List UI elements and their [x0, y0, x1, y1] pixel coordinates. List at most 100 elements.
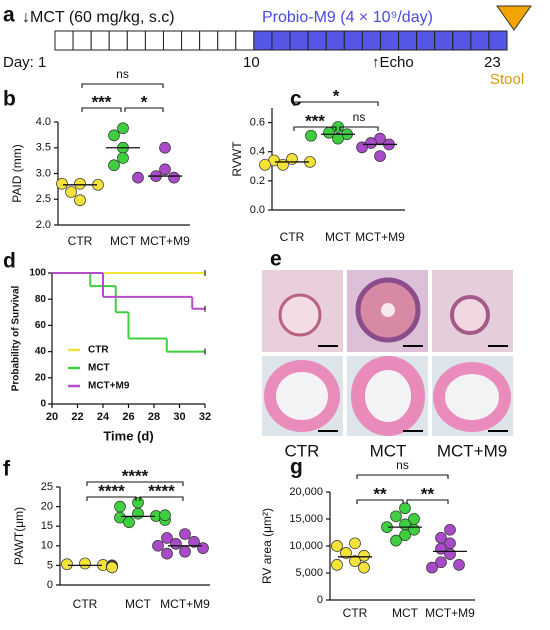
- data-point: [170, 537, 182, 550]
- data-point: [179, 545, 191, 558]
- image-label: MCT+M9: [437, 441, 507, 460]
- data-point: [117, 122, 129, 135]
- data-point: [332, 132, 344, 145]
- data-point: [444, 548, 456, 560]
- significance-label: **: [373, 484, 387, 503]
- data-point: [106, 561, 118, 574]
- x-tick-label: MCT: [392, 606, 419, 620]
- x-tick-label: 30: [173, 411, 185, 423]
- panel-letter: d: [3, 250, 16, 273]
- y-tick-label: 15,000: [289, 513, 323, 525]
- data-point: [426, 561, 438, 574]
- heart-section: [351, 356, 425, 436]
- timeline-day: [108, 30, 128, 51]
- significance-label: ****: [148, 481, 175, 500]
- significance-label: ****: [98, 481, 125, 500]
- y-tick-label: 5: [47, 559, 53, 571]
- data-point: [79, 557, 91, 570]
- timeline-day: [144, 30, 164, 51]
- x-tick-label: 28: [148, 411, 160, 423]
- panel-letter: e: [270, 248, 282, 271]
- y-tick-label: 60: [35, 320, 47, 331]
- y-tick-label: 25: [41, 481, 53, 493]
- comparison-bracket: [139, 496, 184, 501]
- data-point: [161, 547, 173, 560]
- x-tick-label: 20: [46, 411, 58, 423]
- timeline-day: [72, 30, 92, 51]
- x-tick-label: MCT: [110, 234, 137, 248]
- data-point: [453, 559, 465, 571]
- data-point: [114, 500, 126, 513]
- y-axis-label: RV area (μm²): [260, 508, 274, 584]
- y-axis-label: Probability of Survival: [11, 285, 22, 391]
- y-tick-label: 5,000: [295, 567, 323, 579]
- timeline-day: [470, 30, 490, 51]
- significance-label: ns: [353, 110, 366, 124]
- x-tick-label: 22: [71, 411, 83, 423]
- significance-label: **: [421, 484, 435, 503]
- x-axis-label: Time (d): [103, 428, 153, 443]
- data-point: [197, 542, 209, 555]
- data-point: [56, 177, 68, 190]
- y-tick-label: 2.5: [36, 193, 51, 205]
- y-tick-label: 0: [40, 399, 46, 410]
- data-point: [358, 549, 370, 562]
- data-point: [159, 509, 171, 522]
- comparison-bracket: [124, 107, 164, 112]
- data-point: [340, 547, 352, 559]
- data-point: [132, 171, 144, 184]
- comparison-bracket: [356, 474, 449, 479]
- y-tick-label: 0.4: [250, 146, 265, 158]
- y-tick-label: 3.5: [36, 142, 51, 154]
- significance-label: *: [333, 86, 340, 105]
- comparison-bracket: [406, 499, 449, 504]
- data-point: [168, 171, 180, 184]
- x-tick-label: 32: [199, 411, 211, 423]
- x-tick-label: CTR: [343, 606, 368, 620]
- comparison-bracket: [339, 126, 379, 131]
- y-axis-label: PAWT(μm): [12, 507, 26, 565]
- y-tick-label: 20,000: [289, 486, 323, 498]
- y-tick-label: 20: [41, 501, 53, 513]
- legend-label: MCT: [88, 363, 110, 374]
- comparison-bracket: [293, 126, 337, 131]
- y-tick-label: 10: [41, 540, 53, 552]
- x-tick-label: CTR: [68, 234, 93, 248]
- significance-label: ***: [92, 92, 112, 111]
- timeline-day: [434, 30, 454, 51]
- data-point: [259, 158, 271, 171]
- data-point: [399, 529, 411, 542]
- timeline-day: [235, 30, 255, 51]
- y-tick-label: 0: [47, 579, 53, 591]
- panel-letter: b: [3, 88, 16, 111]
- comparison-bracket: [86, 481, 184, 486]
- timeline-day: [217, 30, 237, 51]
- data-point: [349, 537, 361, 550]
- timeline-day: [325, 30, 345, 51]
- timeline-day: [253, 30, 273, 51]
- timeline-day: [199, 30, 219, 51]
- significance-label: ns: [396, 458, 409, 472]
- timeline-day: [361, 30, 381, 51]
- panel-letter: g: [290, 456, 303, 479]
- data-point: [188, 536, 200, 548]
- data-point: [161, 532, 173, 544]
- y-tick-label: 100: [29, 268, 46, 279]
- panel-letter: a: [3, 4, 15, 27]
- timeline-day: [90, 30, 110, 51]
- y-tick-label: 2.0: [36, 219, 51, 231]
- significance-label: ****: [122, 466, 149, 485]
- stool-label: Stool: [490, 71, 524, 88]
- timeline-day: [162, 30, 183, 51]
- y-tick-label: 0.6: [250, 116, 265, 128]
- heart-section: [264, 360, 340, 432]
- y-axis-label: PAID (mm): [10, 144, 24, 202]
- x-tick-label: MCT: [125, 597, 152, 611]
- data-point: [358, 561, 370, 574]
- heart-section: [433, 362, 511, 432]
- y-tick-label: 3.0: [36, 167, 51, 179]
- data-point: [349, 555, 361, 567]
- data-point: [74, 177, 86, 190]
- timeline-day: [416, 30, 436, 51]
